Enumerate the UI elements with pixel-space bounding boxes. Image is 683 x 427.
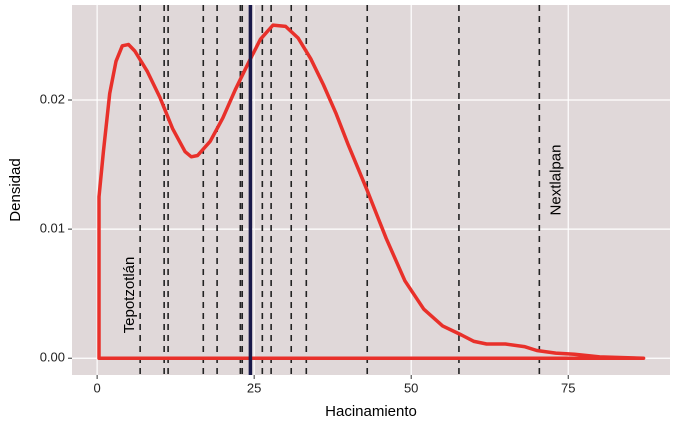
y-axis-title: Densidad	[7, 158, 24, 221]
density-curve	[97, 23, 646, 360]
y-tick-label: 0.02	[40, 91, 65, 106]
x-tick-label: 25	[247, 380, 261, 395]
x-tick-label: 50	[404, 380, 418, 395]
x-axis-title: Hacinamiento	[325, 403, 417, 420]
annotation: Nextlalpan	[547, 145, 564, 216]
annotation: Tepotzotlán	[121, 257, 138, 334]
y-tick-label: 0.01	[40, 221, 65, 236]
x-tick-label: 75	[561, 380, 575, 395]
x-tick-label: 0	[94, 380, 101, 395]
plot-panel	[72, 5, 670, 375]
y-tick-label: 0.00	[40, 350, 65, 365]
